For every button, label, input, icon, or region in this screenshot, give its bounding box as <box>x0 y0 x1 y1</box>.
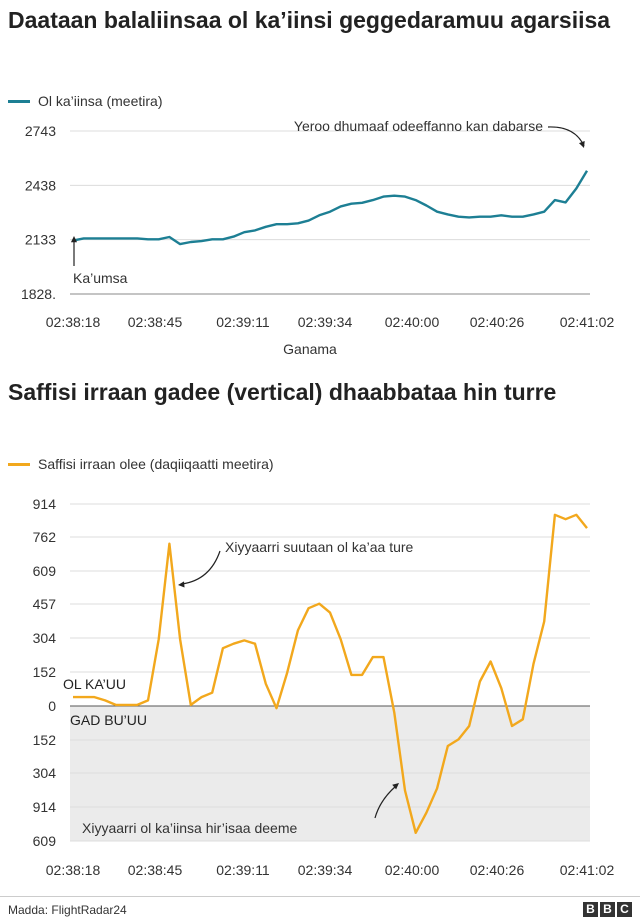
chart-1-legend: Ol ka’iinsa (meetira) <box>8 93 162 109</box>
x-tick-label: 02:41:02 <box>560 862 615 878</box>
x-tick-label: 02:40:26 <box>470 314 525 330</box>
chart-1-canvas: 2743 2438 2133 1828. 02:38:18 02:38:45 02:39:1… <box>21 118 615 357</box>
y-tick-label: 304 <box>33 765 57 781</box>
legend-label: Saffisi irraan olee (daqiiqaatti meetira… <box>38 456 274 472</box>
annotation-climb: Xiyyaarri suutaan ol ka’aa ture <box>225 539 414 555</box>
annotation-start: Ka’umsa <box>73 270 128 286</box>
x-tick-label: 02:39:34 <box>298 862 353 878</box>
chart-1-title: Daataan balaliinsaa ol ka’iinsi geggedar… <box>8 7 611 33</box>
annotation-arrow <box>374 785 397 819</box>
annotation-arrowhead <box>70 236 78 243</box>
footer-divider <box>0 896 640 897</box>
annotation-last-data: Yeroo dhumaaf odeeffanno kan dabarse <box>294 118 543 134</box>
annotation-arrow <box>181 550 221 585</box>
y-tick-label: 609 <box>33 833 57 849</box>
annotation-arrowhead <box>578 141 585 148</box>
logo-letter: C <box>617 902 632 917</box>
x-axis-label: Ganama <box>283 341 337 357</box>
y-tick-label: 457 <box>33 596 57 612</box>
zone-label-climb: OL KA’UU <box>63 676 126 692</box>
logo-letter: B <box>600 902 615 917</box>
annotation-arrowhead <box>392 783 399 790</box>
y-tick-label: 152 <box>33 664 57 680</box>
y-tick-label: 152 <box>33 732 57 748</box>
y-tick-label: 1828. <box>21 286 56 302</box>
x-tick-label: 02:38:45 <box>128 862 183 878</box>
y-tick-label: 2438 <box>25 177 56 193</box>
chart-2-legend: Saffisi irraan olee (daqiiqaatti meetira… <box>8 456 274 472</box>
x-tick-label: 02:40:26 <box>470 862 525 878</box>
y-tick-label: 2133 <box>25 232 56 248</box>
legend-swatch <box>8 462 30 466</box>
x-tick-label: 02:39:11 <box>216 862 270 878</box>
x-tick-label: 02:38:18 <box>46 314 101 330</box>
legend-swatch <box>8 99 30 103</box>
series-line <box>72 170 589 246</box>
y-tick-label: 762 <box>33 529 57 545</box>
x-tick-label: 02:38:18 <box>46 862 101 878</box>
y-tick-label: 914 <box>33 496 57 512</box>
source-credit: Madda: FlightRadar24 <box>8 903 127 917</box>
y-tick-label: 609 <box>33 563 57 579</box>
annotation-descent: Xiyyaarri ol ka’iinsa hir’isaa deeme <box>82 820 297 836</box>
x-tick-label: 02:40:00 <box>385 314 440 330</box>
logo-letter: B <box>583 902 598 917</box>
y-tick-label: 2743 <box>25 123 56 139</box>
y-tick-label: 0 <box>48 698 56 714</box>
x-tick-label: 02:38:45 <box>128 314 183 330</box>
x-tick-label: 02:39:34 <box>298 314 353 330</box>
bbc-logo: B B C <box>583 902 632 917</box>
zone-label-descent: GAD BU’UU <box>70 712 147 728</box>
series-line <box>73 513 588 834</box>
chart-2-title: Saffisi irraan gadee (vertical) dhaabbat… <box>8 379 557 405</box>
annotation-arrowhead <box>178 581 185 588</box>
y-tick-label: 914 <box>33 799 57 815</box>
y-tick-label: 304 <box>33 630 57 646</box>
x-tick-label: 02:39:11 <box>216 314 270 330</box>
legend-label: Ol ka’iinsa (meetira) <box>38 93 163 109</box>
x-tick-label: 02:40:00 <box>385 862 440 878</box>
x-tick-label: 02:41:02 <box>560 314 615 330</box>
